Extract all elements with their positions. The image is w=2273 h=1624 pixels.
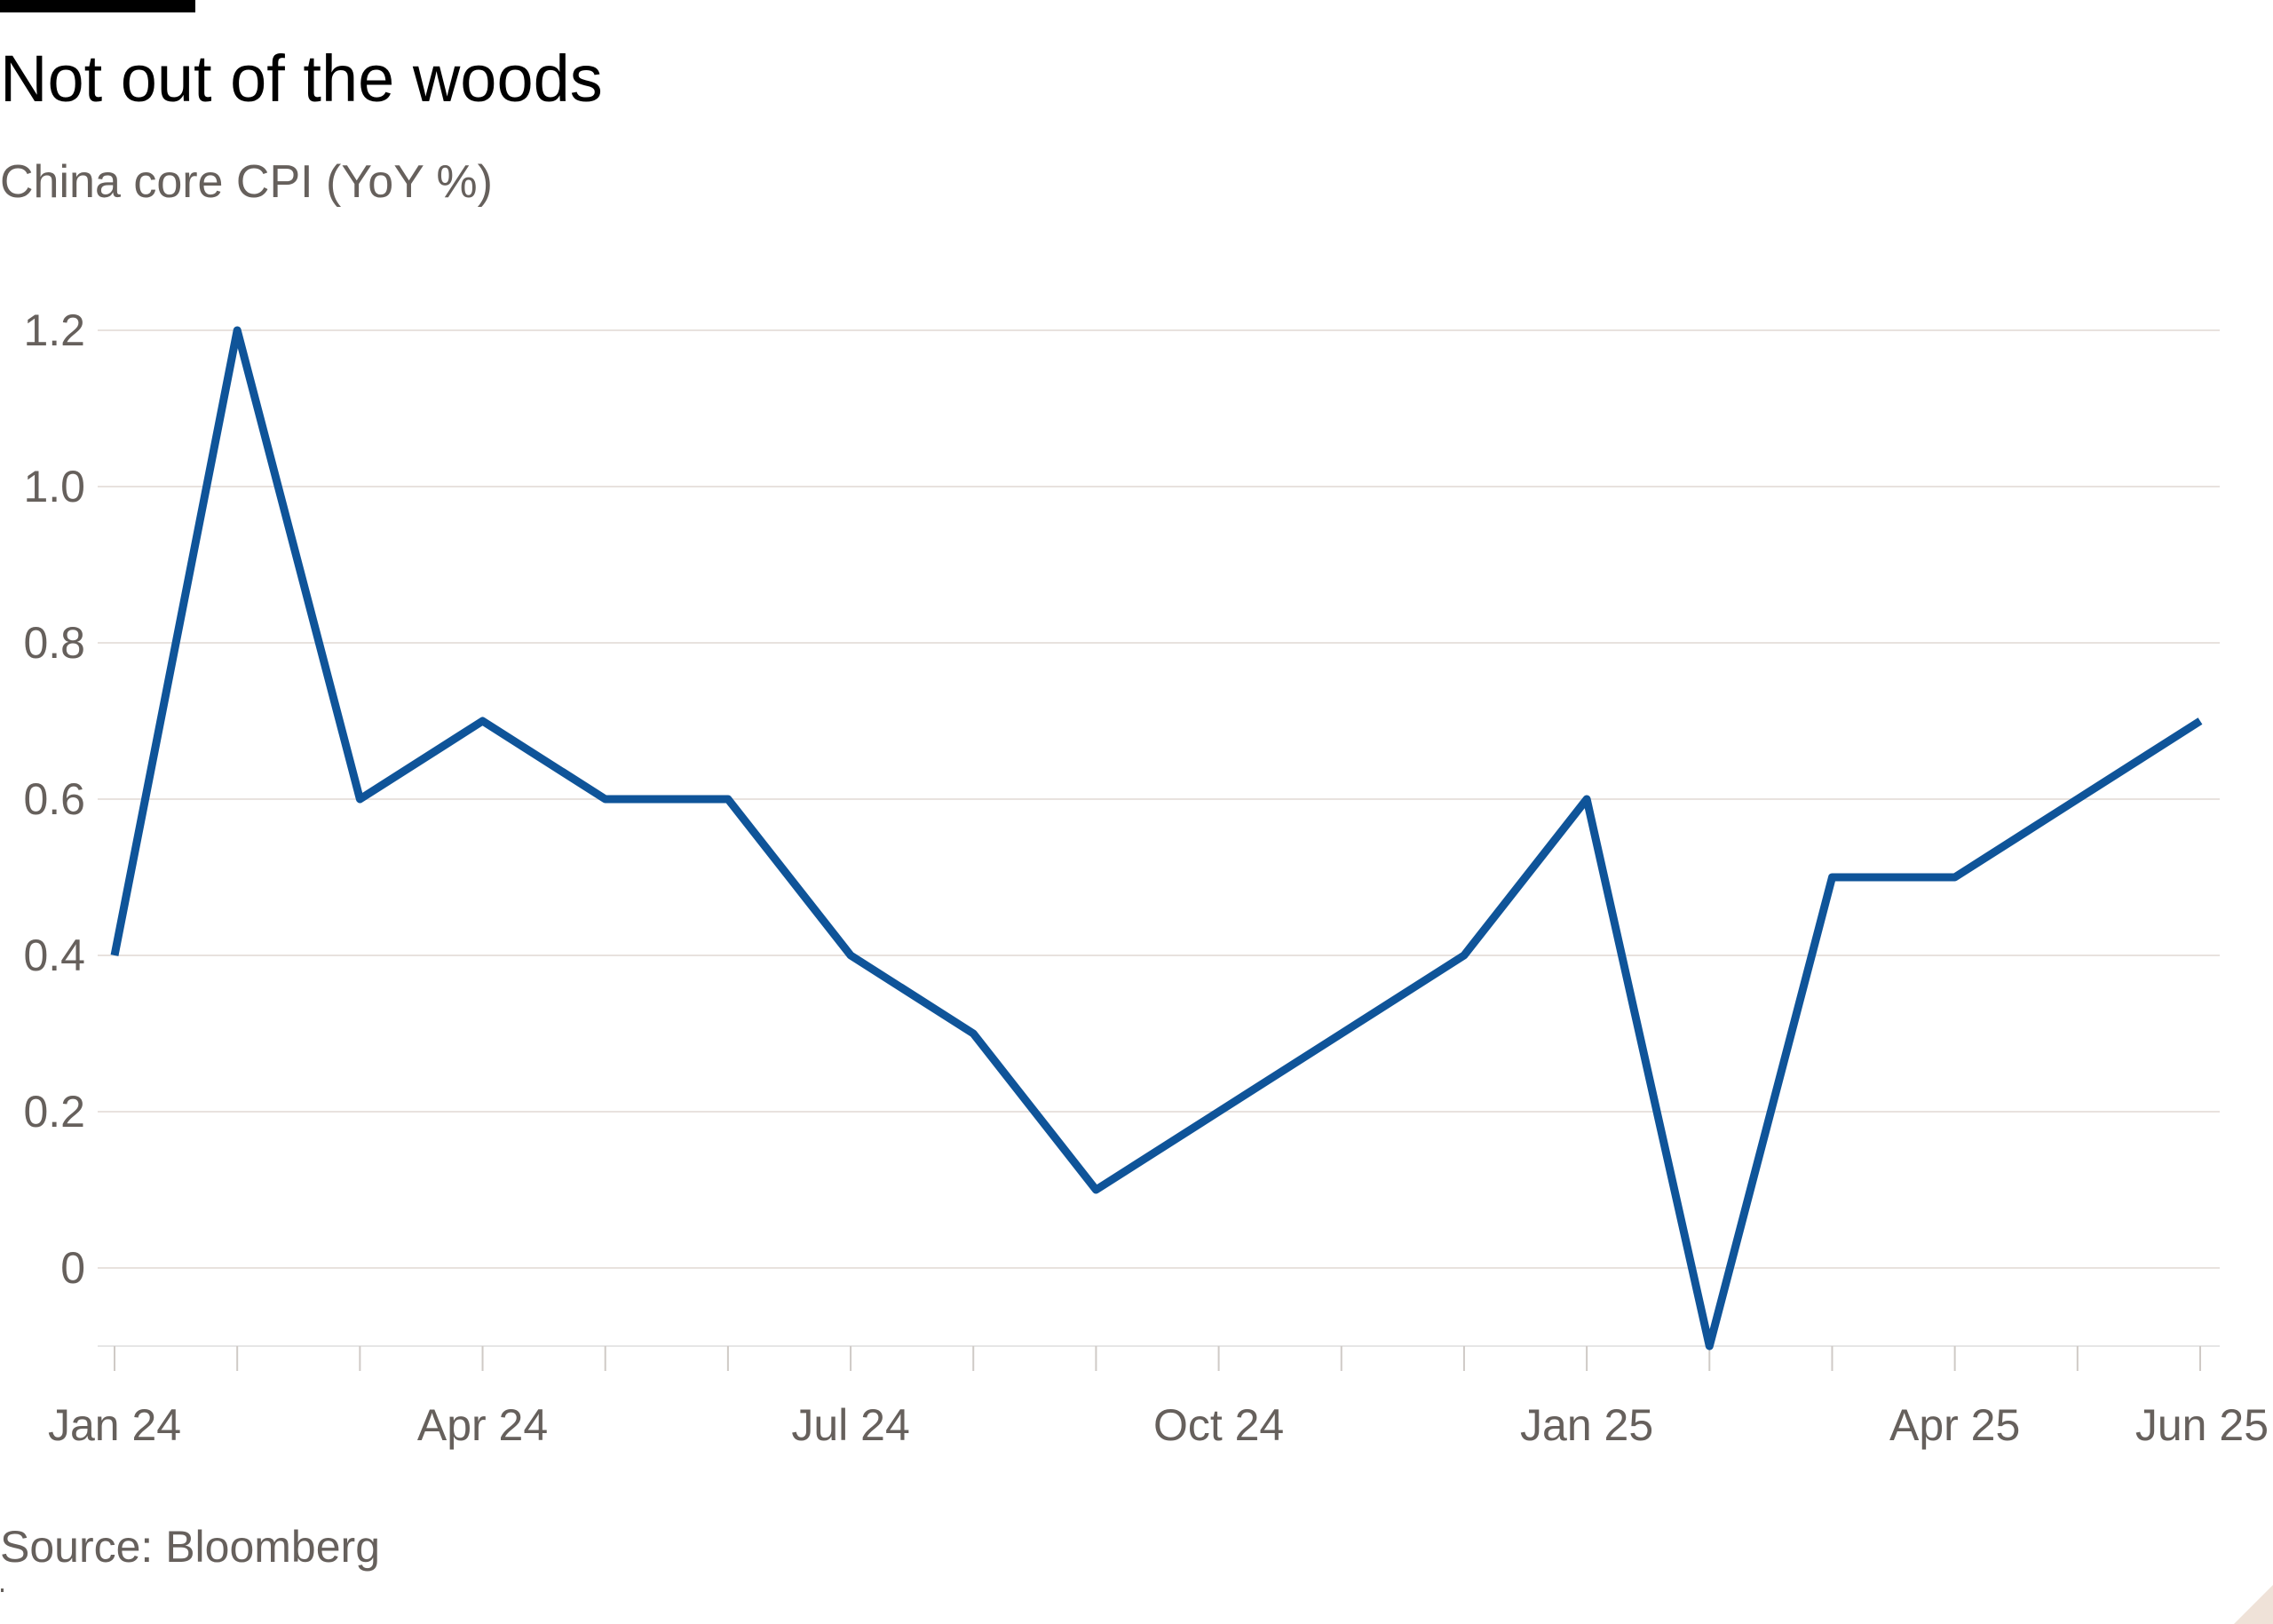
data-point bbox=[1828, 874, 1835, 881]
series-line bbox=[110, 326, 2203, 1351]
x-tick-label: Jun 25 bbox=[2135, 1400, 2269, 1450]
data-point bbox=[356, 796, 363, 803]
y-tick-label: 0.6 bbox=[23, 774, 85, 824]
y-tick-label: 0.2 bbox=[23, 1087, 85, 1137]
y-tick-label: 1.0 bbox=[23, 462, 85, 511]
data-point bbox=[970, 1030, 977, 1037]
data-point bbox=[1092, 1186, 1099, 1193]
data-point bbox=[847, 952, 854, 959]
source-note: Source: Bloomberg bbox=[0, 1522, 381, 1572]
data-point bbox=[1216, 1108, 1223, 1115]
data-point bbox=[602, 796, 609, 803]
data-point bbox=[1583, 796, 1590, 803]
data-point bbox=[2197, 717, 2204, 725]
data-point bbox=[1952, 874, 1959, 881]
data-point bbox=[234, 327, 241, 334]
data-point bbox=[725, 796, 732, 803]
data-point bbox=[2074, 796, 2081, 803]
data-point bbox=[1706, 1343, 1713, 1350]
chart-title: Not out of the woods bbox=[0, 42, 603, 115]
y-tick-label: 0 bbox=[60, 1243, 85, 1293]
brand-bar bbox=[0, 0, 195, 12]
data-point bbox=[479, 717, 487, 725]
corner-fold bbox=[2234, 1585, 2273, 1624]
y-tick-label: 1.2 bbox=[23, 305, 85, 355]
x-tick-label: Jan 25 bbox=[1520, 1400, 1653, 1450]
x-tick-label: Apr 25 bbox=[1889, 1400, 2020, 1450]
x-tick-label: Oct 24 bbox=[1153, 1400, 1284, 1450]
data-point bbox=[1338, 1030, 1345, 1037]
data-point bbox=[111, 952, 118, 959]
x-tick-label: Jul 24 bbox=[791, 1400, 909, 1450]
footer-mark bbox=[1, 1588, 4, 1592]
chart-subtitle: China core CPI (YoY %) bbox=[0, 156, 493, 208]
y-tick-label: 0.8 bbox=[23, 618, 85, 668]
x-tick-label: Apr 24 bbox=[417, 1400, 548, 1450]
x-tick-label: Jan 24 bbox=[48, 1400, 181, 1450]
y-tick-label: 0.4 bbox=[23, 931, 85, 980]
data-point bbox=[1461, 952, 1468, 959]
